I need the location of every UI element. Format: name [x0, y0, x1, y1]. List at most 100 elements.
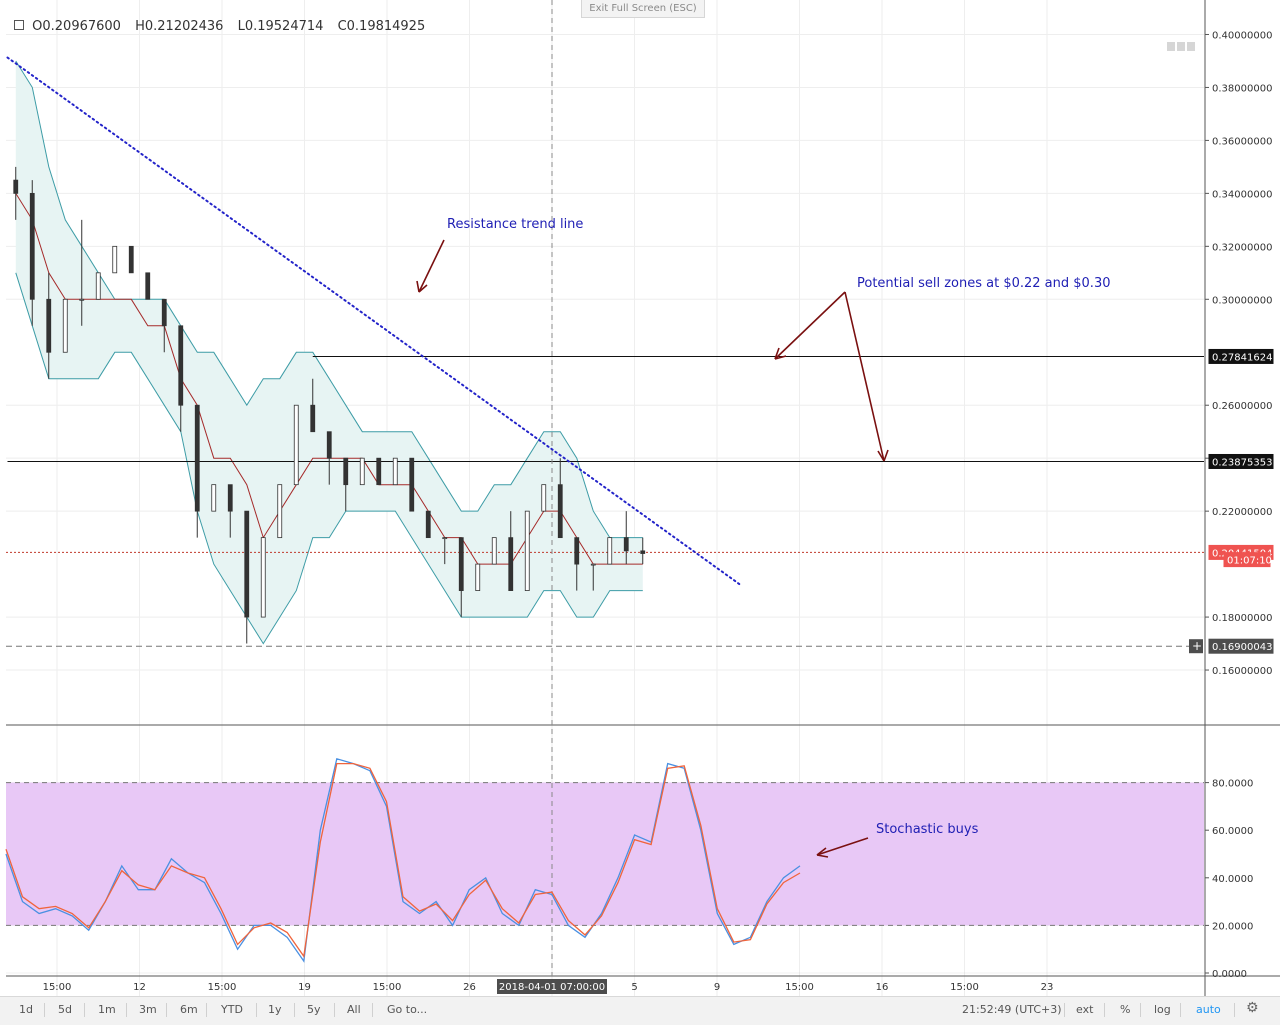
- price-tick-label: 0.36000000: [1212, 136, 1272, 147]
- time-tick-label: 15:00: [373, 982, 402, 993]
- percent-button[interactable]: %: [1120, 1003, 1131, 1016]
- timeframe-all[interactable]: All: [347, 1003, 361, 1016]
- candle-body: [491, 537, 497, 565]
- stoch-tick-label: 20.0000: [1212, 921, 1253, 932]
- arrowhead-stochastic: [816, 847, 829, 858]
- chart-controls: [1167, 36, 1197, 55]
- goto-button[interactable]: Go to...: [387, 1003, 428, 1016]
- minimize-icon[interactable]: [1187, 42, 1195, 51]
- time-tick-label: 15:00: [43, 982, 72, 993]
- chart-canvas[interactable]: Resistance trend line Potential sell zone…: [0, 0, 1280, 996]
- timeframe-5y[interactable]: 5y: [307, 1003, 321, 1016]
- log-button[interactable]: log: [1154, 1003, 1171, 1016]
- up-arrow-icon[interactable]: [1167, 42, 1175, 51]
- timeframe-3m[interactable]: 3m: [139, 1003, 157, 1016]
- candle-body: [79, 298, 85, 301]
- arrow-resistance: [418, 239, 445, 293]
- time-tick-label: 26: [463, 982, 476, 993]
- candle-body: [574, 537, 580, 565]
- timeframe-1m[interactable]: 1m: [98, 1003, 116, 1016]
- candle-body: [458, 537, 464, 591]
- candle-body: [409, 457, 415, 512]
- price-tick-label: 0.32000000: [1212, 242, 1272, 253]
- candle-body: [244, 510, 250, 618]
- close-label: C: [337, 19, 347, 34]
- price-tick-label: 0.22000000: [1212, 507, 1272, 518]
- price-label-text: 01:07:10: [1227, 556, 1272, 567]
- candle-body: [46, 298, 52, 353]
- time-tick-label: 15:00: [950, 982, 979, 993]
- timeframe-6m[interactable]: 6m: [180, 1003, 198, 1016]
- price-tick-label: 0.26000000: [1212, 401, 1272, 412]
- price-label-box: [1208, 638, 1274, 654]
- candle-body: [277, 484, 283, 539]
- arrowhead-sell-2: [877, 449, 889, 462]
- down-arrow-icon[interactable]: [1177, 42, 1185, 51]
- timeframe-5d[interactable]: 5d: [58, 1003, 72, 1016]
- time-tick-label: 5: [631, 982, 637, 993]
- candle-body: [541, 484, 547, 512]
- annotation-resistance: Resistance trend line: [447, 217, 583, 232]
- candle-body: [343, 457, 349, 486]
- exit-fullscreen-button[interactable]: Exit Full Screen (ESC): [581, 0, 705, 18]
- timeframe-ytd[interactable]: YTD: [221, 1003, 243, 1016]
- price-label-box: [1208, 453, 1274, 469]
- arrow-sell-2: [844, 291, 885, 462]
- price-label-text: 0.27841624: [1212, 352, 1272, 363]
- candle-body: [475, 563, 481, 591]
- bollinger-lower: [15, 272, 643, 645]
- stoch-tick-label: 60.0000: [1212, 826, 1253, 837]
- candle-body: [557, 484, 563, 539]
- stoch-k-line: [5, 757, 801, 963]
- arrow-sell-1: [774, 291, 846, 360]
- ext-button[interactable]: ext: [1076, 1003, 1094, 1016]
- candle-body: [13, 179, 19, 194]
- candle-body: [508, 537, 514, 591]
- legend-toggle-icon[interactable]: [14, 20, 24, 30]
- price-tick-label: 0.34000000: [1212, 189, 1272, 200]
- candle-body: [640, 550, 646, 554]
- candle-body: [524, 510, 530, 591]
- ohlc-legend: O0.20967600 H0.21202436 L0.19524714 C0.1…: [14, 19, 435, 34]
- price-label-text: 0.16900043: [1212, 642, 1272, 653]
- open-value: 0.20967600: [42, 19, 121, 34]
- price-label-box: [1223, 552, 1271, 568]
- candle-body: [442, 537, 448, 540]
- high-value: 0.21202436: [144, 19, 224, 34]
- close-value: 0.19814925: [346, 19, 426, 34]
- candle-body: [376, 457, 382, 486]
- time-tick-label: 16: [876, 982, 889, 993]
- candle-body: [145, 272, 151, 300]
- low-label: L: [237, 19, 245, 34]
- stoch-tick-label: 40.0000: [1212, 874, 1253, 885]
- candle-body: [29, 192, 35, 300]
- candle-body: [112, 245, 118, 274]
- high-label: H: [135, 19, 145, 34]
- candle-body: [310, 404, 316, 433]
- auto-button[interactable]: auto: [1196, 1003, 1221, 1016]
- time-tick-label: 12: [133, 982, 146, 993]
- candle-body: [425, 510, 431, 539]
- annotation-sell-zones: Potential sell zones at $0.22 and $0.30: [857, 276, 1110, 291]
- plus-icon: [1189, 639, 1203, 654]
- candle-body: [260, 537, 266, 618]
- gear-icon[interactable]: ⚙: [1246, 1000, 1259, 1016]
- timeframe-1y[interactable]: 1y: [268, 1003, 282, 1016]
- price-tick-label: 0.16000000: [1212, 666, 1272, 677]
- candle-body: [359, 457, 365, 486]
- arrow-stochastic: [816, 837, 869, 856]
- plus-icon-glyph: +: [1192, 639, 1202, 653]
- price-label-text: 0.23875353: [1212, 457, 1272, 468]
- clock: 21:52:49 (UTC+3): [962, 1003, 1062, 1016]
- candle-body: [623, 537, 629, 552]
- arrowhead-sell-1: [774, 347, 787, 360]
- candle-body: [392, 457, 398, 486]
- candle-body: [326, 431, 332, 459]
- stochastic-band: [6, 782, 1204, 926]
- candle-body: [293, 404, 299, 486]
- stoch-tick-label: 0.0000: [1212, 969, 1247, 980]
- candle-body: [227, 484, 233, 512]
- candle-body: [128, 245, 134, 274]
- time-tick-label: 9: [714, 982, 720, 993]
- timeframe-1d[interactable]: 1d: [19, 1003, 33, 1016]
